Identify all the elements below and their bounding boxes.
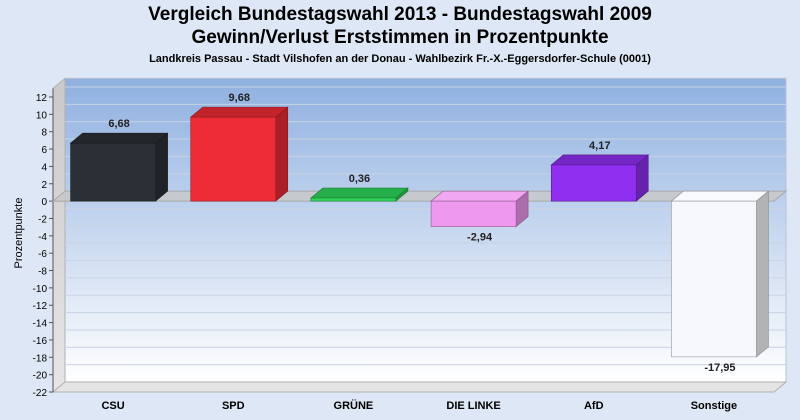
y-tick-label: -16: [33, 336, 48, 347]
y-tick-label: 6: [41, 145, 47, 156]
y-tick-label: -2: [38, 214, 47, 225]
bar-top: [310, 187, 409, 199]
value-label: 9,68: [229, 92, 250, 104]
bar-sonstige: [670, 190, 770, 358]
x-tick-label: DIE LINKE: [446, 400, 500, 412]
bar-top: [189, 106, 289, 118]
value-label: 4,17: [589, 140, 610, 152]
value-label: 0,36: [349, 173, 370, 185]
y-tick-label: 2: [41, 180, 47, 191]
plot-floor: [51, 381, 788, 393]
y-tick-label: -14: [33, 319, 48, 330]
y-tick-label: 12: [36, 93, 48, 104]
y-tick-label: 4: [41, 162, 47, 173]
y-tick-label: -12: [33, 301, 48, 312]
bar-front: [70, 142, 156, 202]
bar-top: [670, 190, 770, 202]
bar-front: [190, 116, 277, 202]
value-label: 6,68: [108, 118, 129, 130]
x-tick-label: Sonstige: [691, 400, 737, 412]
chart-title: Vergleich Bundestagswahl 2013 - Bundesta…: [148, 4, 652, 25]
x-tick-label: AfD: [584, 400, 604, 412]
bar-csu: [69, 132, 169, 202]
y-tick-label: -20: [33, 371, 48, 382]
bar-spd: [189, 106, 289, 202]
chart-subtitle: Gewinn/Verlust Erststimmen in Prozentpun…: [191, 27, 609, 48]
y-tick-label: -22: [33, 388, 48, 399]
y-tick-label: 0: [41, 197, 47, 208]
value-label: -2,94: [467, 232, 493, 244]
bar-side: [756, 190, 769, 358]
bar-top: [550, 154, 650, 166]
x-tick-label: CSU: [101, 400, 124, 412]
bar-side: [275, 106, 289, 202]
y-tick-label: -4: [38, 232, 47, 243]
y-tick-label: -10: [33, 284, 48, 295]
bar-top: [430, 190, 529, 202]
y-tick-label: -6: [38, 249, 47, 260]
y-tick-label: -8: [38, 267, 47, 278]
plot-back-wall: [64, 77, 787, 383]
bar-front: [550, 164, 637, 202]
y-tick-label: -18: [33, 353, 48, 364]
value-label: -17,95: [704, 362, 735, 374]
y-axis-label: Prozentpunkte: [13, 198, 25, 269]
y-tick-label: 10: [36, 110, 48, 121]
bar-front: [671, 200, 757, 358]
x-tick-label: GRÜNE: [334, 399, 374, 412]
chart-subtitle-location: Landkreis Passau - Stadt Vilshofen an de…: [149, 53, 651, 65]
y-tick-label: 8: [41, 128, 47, 139]
bar-front: [310, 197, 397, 202]
bar-afd: [550, 154, 650, 202]
plot-side-wall: [52, 77, 66, 394]
bar-die-linke: [430, 190, 529, 228]
bar-top: [69, 132, 169, 144]
x-tick-label: SPD: [222, 400, 245, 412]
bar-front: [430, 200, 517, 227]
bar-grüne: [310, 187, 409, 202]
bar-side: [155, 132, 168, 202]
